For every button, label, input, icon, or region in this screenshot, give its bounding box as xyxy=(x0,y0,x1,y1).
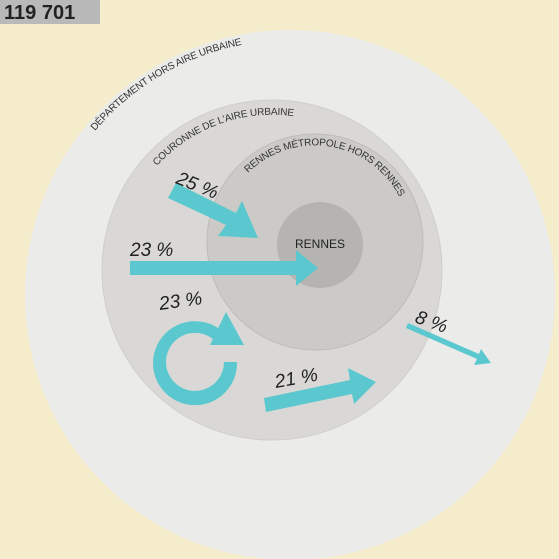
flow-label: 23 % xyxy=(129,240,173,261)
center-label: RENNES xyxy=(295,237,345,251)
arrow xyxy=(168,183,258,238)
arrow xyxy=(406,323,491,365)
arrow xyxy=(130,250,318,286)
arrow xyxy=(264,368,376,412)
count: 119 701 xyxy=(4,2,75,24)
arrows xyxy=(130,183,491,412)
arrow xyxy=(210,312,244,345)
arrow xyxy=(153,321,238,406)
count-box xyxy=(0,0,100,24)
